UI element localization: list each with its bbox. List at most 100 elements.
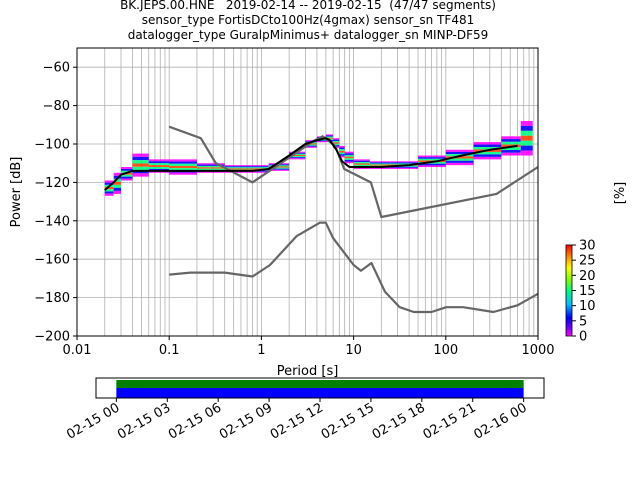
timeline-tick-label: 02-15 12: [268, 400, 326, 442]
psd-band-cell: [169, 159, 197, 162]
psd-band-cell: [390, 162, 419, 164]
psd-band-cell: [268, 165, 290, 167]
psd-band-cell: [344, 161, 354, 164]
psd-band-cell: [224, 167, 253, 169]
y-tick-label: −180: [34, 291, 70, 306]
x-tick-label: 1000: [521, 343, 554, 358]
y-tick-label: −160: [34, 253, 70, 268]
psd-band-cell: [268, 167, 290, 169]
psd-band-cell: [289, 157, 306, 159]
colorbar-tick-label: 5: [579, 314, 587, 329]
y-tick-label: −120: [34, 176, 70, 191]
psd-band-cell: [520, 135, 533, 141]
psd-band-cell: [325, 136, 334, 138]
psd-band-cell: [268, 169, 290, 171]
psd-band-cell: [252, 167, 269, 169]
coverage-bar-green: [116, 380, 524, 388]
psd-band-cell: [196, 165, 225, 168]
psd-band-cell: [353, 164, 370, 167]
psd-band-cell: [520, 130, 533, 136]
x-tick-label: 0.1: [159, 343, 180, 358]
y-tick-label: −80: [43, 99, 70, 114]
psd-band-cell: [369, 167, 391, 169]
colorbar-tick-label: 20: [579, 269, 596, 284]
x-tick-label: 100: [433, 343, 458, 358]
psd-band-cell: [224, 171, 253, 173]
psd-band-cell: [390, 167, 419, 169]
psd-band-cell: [252, 165, 269, 167]
psd-band-cell: [445, 160, 474, 163]
timeline-tick-label: 02-15 00: [64, 400, 122, 442]
psd-band-cell: [353, 163, 370, 165]
psd-band-cell: [369, 161, 391, 163]
psd-band-cell: [445, 151, 474, 155]
psd-band-cell: [520, 120, 533, 126]
x-tick-label: 1: [257, 343, 265, 358]
psd-band-cell: [333, 143, 340, 146]
x-tick-label: 10: [345, 343, 362, 358]
psd-band-cell: [418, 155, 446, 158]
psd-band-cell: [333, 139, 340, 141]
psd-band-cell: [148, 159, 170, 162]
psd-band-cell: [473, 144, 502, 148]
psd-band-cell: [113, 190, 121, 194]
psd-band-cell: [224, 166, 253, 168]
psd-band-cell: [104, 180, 114, 183]
colorbar-label: [%]: [613, 182, 628, 205]
psd-band-cell: [148, 165, 170, 168]
psd-band-cell: [289, 153, 306, 155]
y-axis-label: Power [dB]: [9, 157, 24, 228]
psd-band-cell: [473, 156, 502, 160]
psd-band-cell: [333, 142, 340, 144]
timeline-tick-label: 02-15 09: [217, 400, 275, 442]
psd-band-cell: [252, 166, 269, 168]
psd-band-cell: [344, 158, 354, 160]
psd-band-cell: [339, 154, 345, 156]
colorbar-tick-label: 10: [579, 299, 596, 314]
colorbar-tick-label: 0: [579, 330, 587, 345]
colorbar-tick-label: 30: [579, 239, 596, 254]
noise-model-high-line: [168, 125, 538, 219]
psd-band-cell: [289, 158, 306, 160]
psd-band-cell: [169, 163, 197, 166]
psd-band-cell: [169, 168, 197, 171]
psd-band-cell: [104, 193, 114, 196]
psd-band-cell: [113, 178, 121, 182]
psd-band-cell: [148, 167, 170, 169]
psd-band-cell: [333, 138, 340, 140]
psd-band-cell: [339, 150, 345, 153]
psd-band-cell: [369, 163, 391, 165]
psd-band-cell: [339, 149, 345, 151]
psd-band-cell: [132, 166, 149, 171]
psd-band-cell: [520, 140, 533, 146]
psd-band-cell: [344, 159, 354, 162]
y-tick-label: −60: [43, 61, 70, 76]
psd-band-cell: [369, 162, 391, 164]
psd-band-cell: [169, 161, 197, 164]
psd-band-cell: [325, 135, 334, 137]
psd-band-cell: [339, 152, 345, 155]
timeline-tick-label: 02-15 03: [115, 400, 173, 442]
psd-band-cell: [132, 160, 149, 164]
timeline-tick-label: 02-15 06: [166, 400, 224, 442]
psd-band-cell: [325, 137, 334, 139]
psd-band-cell: [473, 147, 502, 150]
psd-band-cell: [339, 147, 345, 150]
psd-band-cell: [353, 159, 370, 161]
psd-band-cell: [120, 174, 133, 177]
y-tick-label: −200: [34, 330, 70, 345]
x-axis-label: Period [s]: [277, 364, 339, 379]
psd-band-cell: [120, 178, 133, 181]
y-tick-label: −140: [34, 214, 70, 229]
psd-band-cell: [390, 166, 419, 168]
psd-band-cell: [316, 140, 326, 142]
chart-title-line-3: datalogger_type GuralpMinimus+ datalogge…: [127, 28, 489, 42]
psd-band-cell: [305, 140, 317, 142]
psd-band-cell: [104, 191, 114, 194]
psd-band-cell: [473, 151, 502, 155]
noise-model-low-line: [169, 221, 538, 314]
